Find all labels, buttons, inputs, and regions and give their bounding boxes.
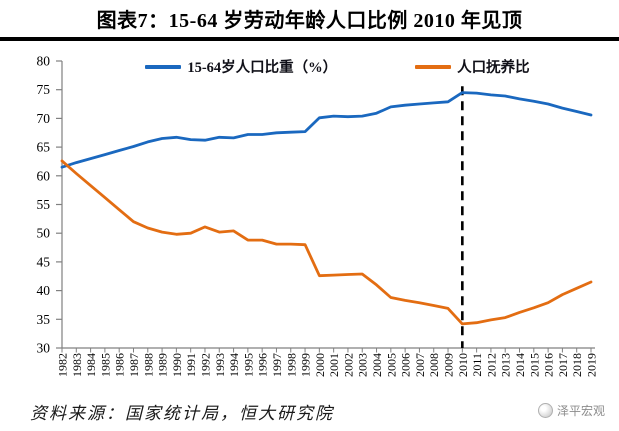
x-tick-label: 2014 xyxy=(513,353,527,377)
y-tick-label: 70 xyxy=(37,111,51,126)
x-tick-label: 2002 xyxy=(341,353,355,377)
y-tick-label: 45 xyxy=(37,254,51,269)
x-tick-label: 2012 xyxy=(484,353,498,377)
x-tick-label: 2004 xyxy=(370,353,384,377)
x-tick-label: 2005 xyxy=(384,353,398,377)
y-tick-label: 35 xyxy=(37,312,51,327)
y-tick-label: 50 xyxy=(37,226,51,241)
x-tick-label: 2010 xyxy=(456,353,470,377)
x-tick-label: 2008 xyxy=(427,353,441,377)
watermark: 泽平宏观 xyxy=(537,402,605,419)
x-tick-label: 1989 xyxy=(156,353,170,377)
share-line-series xyxy=(60,91,593,169)
x-tick-label: 1993 xyxy=(213,353,227,377)
x-tick-label: 1998 xyxy=(284,353,298,377)
x-tick-label: 2016 xyxy=(542,353,556,377)
x-tick-label: 1997 xyxy=(270,353,284,377)
y-tick-label: 40 xyxy=(37,283,51,298)
x-tick-label: 1984 xyxy=(84,353,98,377)
x-tick-label: 1992 xyxy=(198,353,212,377)
legend-item-dependency: 人口抚养比 xyxy=(415,56,530,77)
x-tick-label: 2019 xyxy=(585,353,599,377)
x-tick-label: 2006 xyxy=(399,353,413,377)
x-tick-label: 2013 xyxy=(499,353,513,377)
x-tick-label: 2018 xyxy=(570,353,584,377)
x-tick-label: 1999 xyxy=(299,353,313,377)
x-tick-label: 1986 xyxy=(113,353,127,377)
x-tick-label: 1996 xyxy=(256,353,270,377)
legend-label-share: 15-64岁人口比重（%） xyxy=(187,60,338,76)
x-tick-label: 2000 xyxy=(313,353,327,377)
x-tick-label: 1988 xyxy=(141,353,155,377)
x-tick-label: 2003 xyxy=(356,353,370,377)
x-tick-label: 2001 xyxy=(327,353,341,377)
y-tick-label: 75 xyxy=(37,82,51,97)
zeping-logo-icon xyxy=(537,403,553,418)
x-tick-label: 2009 xyxy=(442,353,456,377)
x-tick-label: 1983 xyxy=(70,353,84,377)
chart-legend: 15-64岁人口比重（%） 人口抚养比 xyxy=(28,56,619,77)
source-note: 资料来源：国家统计局，恒大研究院 xyxy=(30,404,334,423)
x-tick-label: 1990 xyxy=(170,353,184,377)
x-tick-label: 1994 xyxy=(227,353,241,377)
y-tick-label: 30 xyxy=(37,341,51,356)
legend-label-dependency: 人口抚养比 xyxy=(457,60,530,76)
y-tick-label: 60 xyxy=(37,168,51,183)
top-divider-rule xyxy=(0,37,619,41)
x-tick-label: 1991 xyxy=(184,353,198,377)
x-tick-label: 2007 xyxy=(413,353,427,377)
share-line-swatch xyxy=(145,64,182,69)
x-tick-label: 2011 xyxy=(470,353,484,377)
page-title: 图表7：15-64 岁劳动年龄人口比例 2010 年见顶 xyxy=(96,10,523,32)
y-tick-label: 55 xyxy=(37,197,51,212)
x-tick-label: 1982 xyxy=(56,353,70,377)
x-tick-label: 1987 xyxy=(127,353,141,377)
x-tick-label: 1995 xyxy=(241,353,255,377)
x-tick-label: 2015 xyxy=(527,353,541,377)
y-tick-label: 65 xyxy=(37,140,51,155)
dependency-line-swatch xyxy=(415,64,452,69)
x-tick-label: 2017 xyxy=(556,353,570,377)
y-tick-label: 80 xyxy=(37,54,51,69)
legend-item-share: 15-64岁人口比重（%） xyxy=(145,56,337,77)
watermark-label: 泽平宏观 xyxy=(556,404,605,418)
x-tick-label: 1985 xyxy=(98,353,112,377)
dependency-line-series xyxy=(60,159,593,326)
